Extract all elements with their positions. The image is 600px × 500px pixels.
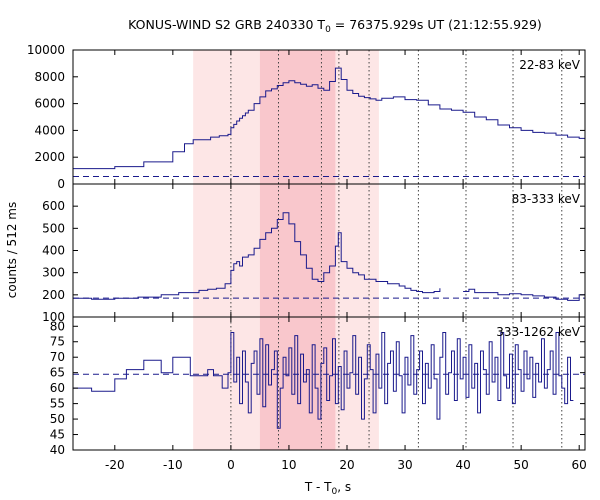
light-curve-series-1 (73, 212, 441, 300)
x-axis-label: T - T0, s (304, 480, 351, 497)
y-tick-label: 55 (50, 397, 65, 411)
y-tick-label: 500 (42, 221, 65, 235)
y-tick-label: 6000 (34, 97, 65, 111)
y-tick-label: 100 (42, 310, 65, 324)
y-tick-label: 40 (50, 443, 65, 457)
energy-band-label: 333-1262 keV (496, 325, 580, 339)
y-tick-label: 80 (50, 319, 65, 333)
y-tick-label: 75 (50, 335, 65, 349)
y-tick-label: 300 (42, 266, 65, 280)
light-curve-series-1 (73, 332, 574, 429)
y-tick-label: 70 (50, 350, 65, 364)
panel-1: 0 2000 4000 6000 8000 10000 22-83 keV (27, 43, 586, 191)
y-tick-label: 65 (50, 366, 65, 380)
y-tick-label: 200 (42, 288, 65, 302)
x-tick-label: -10 (163, 458, 183, 472)
y-tick-label: 400 (42, 244, 65, 258)
light-curve-series-2 (463, 288, 585, 301)
y-tick-label: 50 (50, 412, 65, 426)
panel-frame (72, 316, 586, 451)
y-tick-label: 8000 (34, 70, 65, 84)
x-tick-label: 40 (455, 458, 470, 472)
chart-title: KONUS-WIND S2 GRB 240330 T0 = 76375.929s… (128, 17, 542, 35)
y-axis-label: counts / 512 ms (5, 202, 19, 298)
x-tick-label: 60 (572, 458, 587, 472)
y-tick-label: 45 (50, 428, 65, 442)
x-tick-label: 30 (397, 458, 412, 472)
y-tick-label: 600 (42, 199, 65, 213)
y-tick-label: 2000 (34, 150, 65, 164)
energy-band-label: 22-83 keV (519, 58, 581, 72)
x-tick-label: 0 (227, 458, 235, 472)
light-curve-series-1 (73, 67, 585, 170)
x-tick-label: 50 (514, 458, 529, 472)
panel-2: 100 200 300 400 500 600 83-333 keV (42, 183, 586, 324)
y-tick-label: 4000 (34, 123, 65, 137)
y-tick-label: 10000 (27, 43, 65, 57)
y-tick-label: 60 (50, 381, 65, 395)
x-tick-label: 10 (281, 458, 296, 472)
x-tick-label: 20 (339, 458, 354, 472)
energy-band-label: 83-333 keV (512, 192, 581, 206)
y-tick-label: 0 (57, 177, 65, 191)
x-tick-label: -20 (105, 458, 125, 472)
